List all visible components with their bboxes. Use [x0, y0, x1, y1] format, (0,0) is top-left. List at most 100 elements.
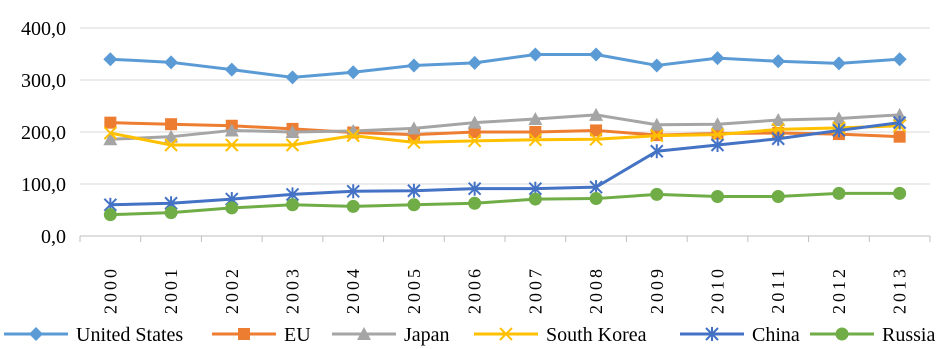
data-point-united-states: [771, 54, 786, 69]
x-tick-label: 2010: [708, 266, 728, 314]
data-point-russia: [650, 187, 664, 201]
data-point-japan: [649, 117, 664, 131]
data-point-south-korea: [164, 138, 178, 152]
data-point-south-korea: [650, 128, 664, 143]
data-point-japan: [467, 115, 482, 129]
data-point-united-states: [528, 47, 543, 62]
legend-item-japan: Japan: [332, 324, 450, 346]
x-tick-label: 2007: [525, 266, 545, 314]
x-tick-label: 2000: [100, 266, 120, 314]
x-tick-label: 2006: [465, 266, 485, 314]
x-tick-label: 2003: [283, 266, 303, 314]
y-tick-label: 200,0: [21, 122, 66, 144]
series-line-united-states: [110, 53, 900, 79]
data-point-united-states: [467, 55, 482, 70]
data-point-united-states: [164, 55, 179, 70]
data-point-russia: [711, 189, 724, 203]
data-point-eu: [529, 126, 542, 138]
data-point-eu: [165, 118, 178, 131]
x-tick-label: 2002: [222, 266, 242, 314]
series-japan: [103, 107, 907, 146]
series-line-russia: [110, 191, 900, 217]
data-point-south-korea: [346, 128, 360, 143]
legend-marker-china: [705, 327, 719, 341]
x-tick-label: 2008: [586, 266, 606, 314]
x-tick-label: 2009: [647, 266, 667, 314]
legend-item-eu: EU: [212, 324, 311, 346]
data-point-japan: [589, 107, 604, 121]
data-point-japan: [710, 117, 725, 131]
series-china: [103, 115, 907, 212]
data-point-china: [771, 131, 785, 146]
data-point-russia: [832, 186, 846, 200]
legend-label-russia: Russia: [882, 324, 935, 346]
data-point-united-states: [103, 52, 118, 67]
legend-item-south-korea: South Korea: [474, 324, 647, 346]
data-point-eu: [104, 116, 117, 129]
data-point-japan: [406, 121, 421, 135]
data-point-united-states: [892, 52, 907, 67]
legend-label-china: China: [752, 324, 800, 346]
series-line-eu: [110, 121, 900, 139]
legend-label-south-korea: South Korea: [546, 324, 647, 346]
y-tick-label: 0,0: [41, 226, 66, 248]
x-tick-label: 2013: [890, 266, 910, 314]
data-point-china: [710, 138, 725, 152]
x-tick-label: 2001: [161, 266, 181, 314]
data-point-russia: [103, 208, 117, 222]
data-point-south-korea: [528, 133, 543, 147]
data-point-japan: [771, 113, 786, 127]
data-point-russia: [286, 198, 299, 212]
data-point-south-korea: [407, 135, 421, 150]
data-point-japan: [528, 112, 543, 125]
series-united-states: [103, 47, 907, 85]
data-point-japan: [831, 111, 846, 125]
legend-marker-japan: [357, 327, 371, 340]
data-point-united-states: [589, 47, 604, 62]
gridlines: [80, 27, 930, 185]
data-point-russia: [225, 201, 239, 215]
legend-label-eu: EU: [284, 324, 311, 346]
data-point-russia: [589, 192, 603, 206]
series-russia: [103, 186, 907, 222]
data-point-united-states: [831, 56, 846, 71]
legend-marker-russia: [835, 327, 849, 341]
data-point-japan: [346, 123, 361, 137]
legend-item-china: China: [680, 324, 800, 346]
series-line-south-korea: [110, 124, 900, 147]
data-point-russia: [893, 186, 907, 200]
data-point-china: [650, 144, 664, 159]
data-point-south-korea: [710, 127, 725, 142]
data-point-japan: [103, 132, 118, 146]
data-point-china: [589, 180, 603, 195]
legend-marker-united-states: [29, 327, 43, 341]
axes: 0,0 100,0 200,0 300,0 400,0 2000 2001 2002 2003 2…: [21, 18, 931, 314]
data-point-china: [407, 183, 421, 198]
data-point-japan: [892, 107, 907, 121]
data-point-japan: [224, 123, 239, 137]
data-point-united-states: [406, 58, 421, 73]
data-point-south-korea: [467, 134, 482, 148]
legend-marker-south-korea: [499, 327, 513, 341]
data-point-russia: [771, 189, 785, 203]
legend-marker-eu: [238, 328, 250, 340]
data-point-china: [346, 184, 360, 199]
series-lines: [103, 47, 907, 222]
legend-label-japan: Japan: [404, 324, 450, 346]
series-line-china: [110, 121, 900, 207]
legend-label-united-states: United States: [76, 324, 183, 346]
legend-item-united-states: United States: [4, 324, 183, 346]
data-point-japan: [164, 129, 179, 143]
legend-item-russia: Russia: [810, 324, 935, 346]
data-point-south-korea: [225, 138, 239, 152]
data-point-japan: [285, 125, 300, 138]
data-point-south-korea: [103, 126, 118, 140]
data-point-south-korea: [589, 132, 603, 146]
data-point-united-states: [710, 51, 725, 66]
data-point-eu: [468, 126, 481, 138]
data-point-united-states: [346, 65, 361, 80]
y-tick-label: 400,0: [21, 18, 66, 40]
data-point-china: [892, 115, 907, 130]
